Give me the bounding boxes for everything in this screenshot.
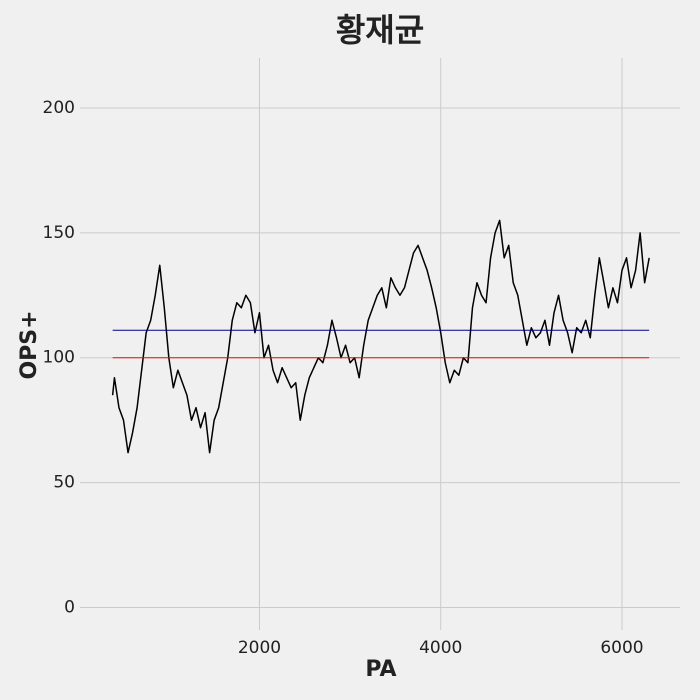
data-line: [111, 219, 650, 454]
x-axis-label: PA: [365, 657, 396, 682]
x-tick-label: 2000: [238, 638, 281, 658]
x-tick-label: 4000: [419, 638, 462, 658]
y-tick-label: 200: [43, 98, 75, 118]
chart-title: 황재균: [336, 11, 424, 49]
y-axis-label: OPS+: [17, 310, 42, 379]
x-tick-label: 6000: [600, 638, 643, 658]
y-tick-label: 100: [43, 348, 75, 368]
y-tick-label: 0: [64, 598, 75, 618]
y-tick-label: 150: [43, 223, 75, 243]
y-tick-label: 50: [53, 473, 75, 493]
